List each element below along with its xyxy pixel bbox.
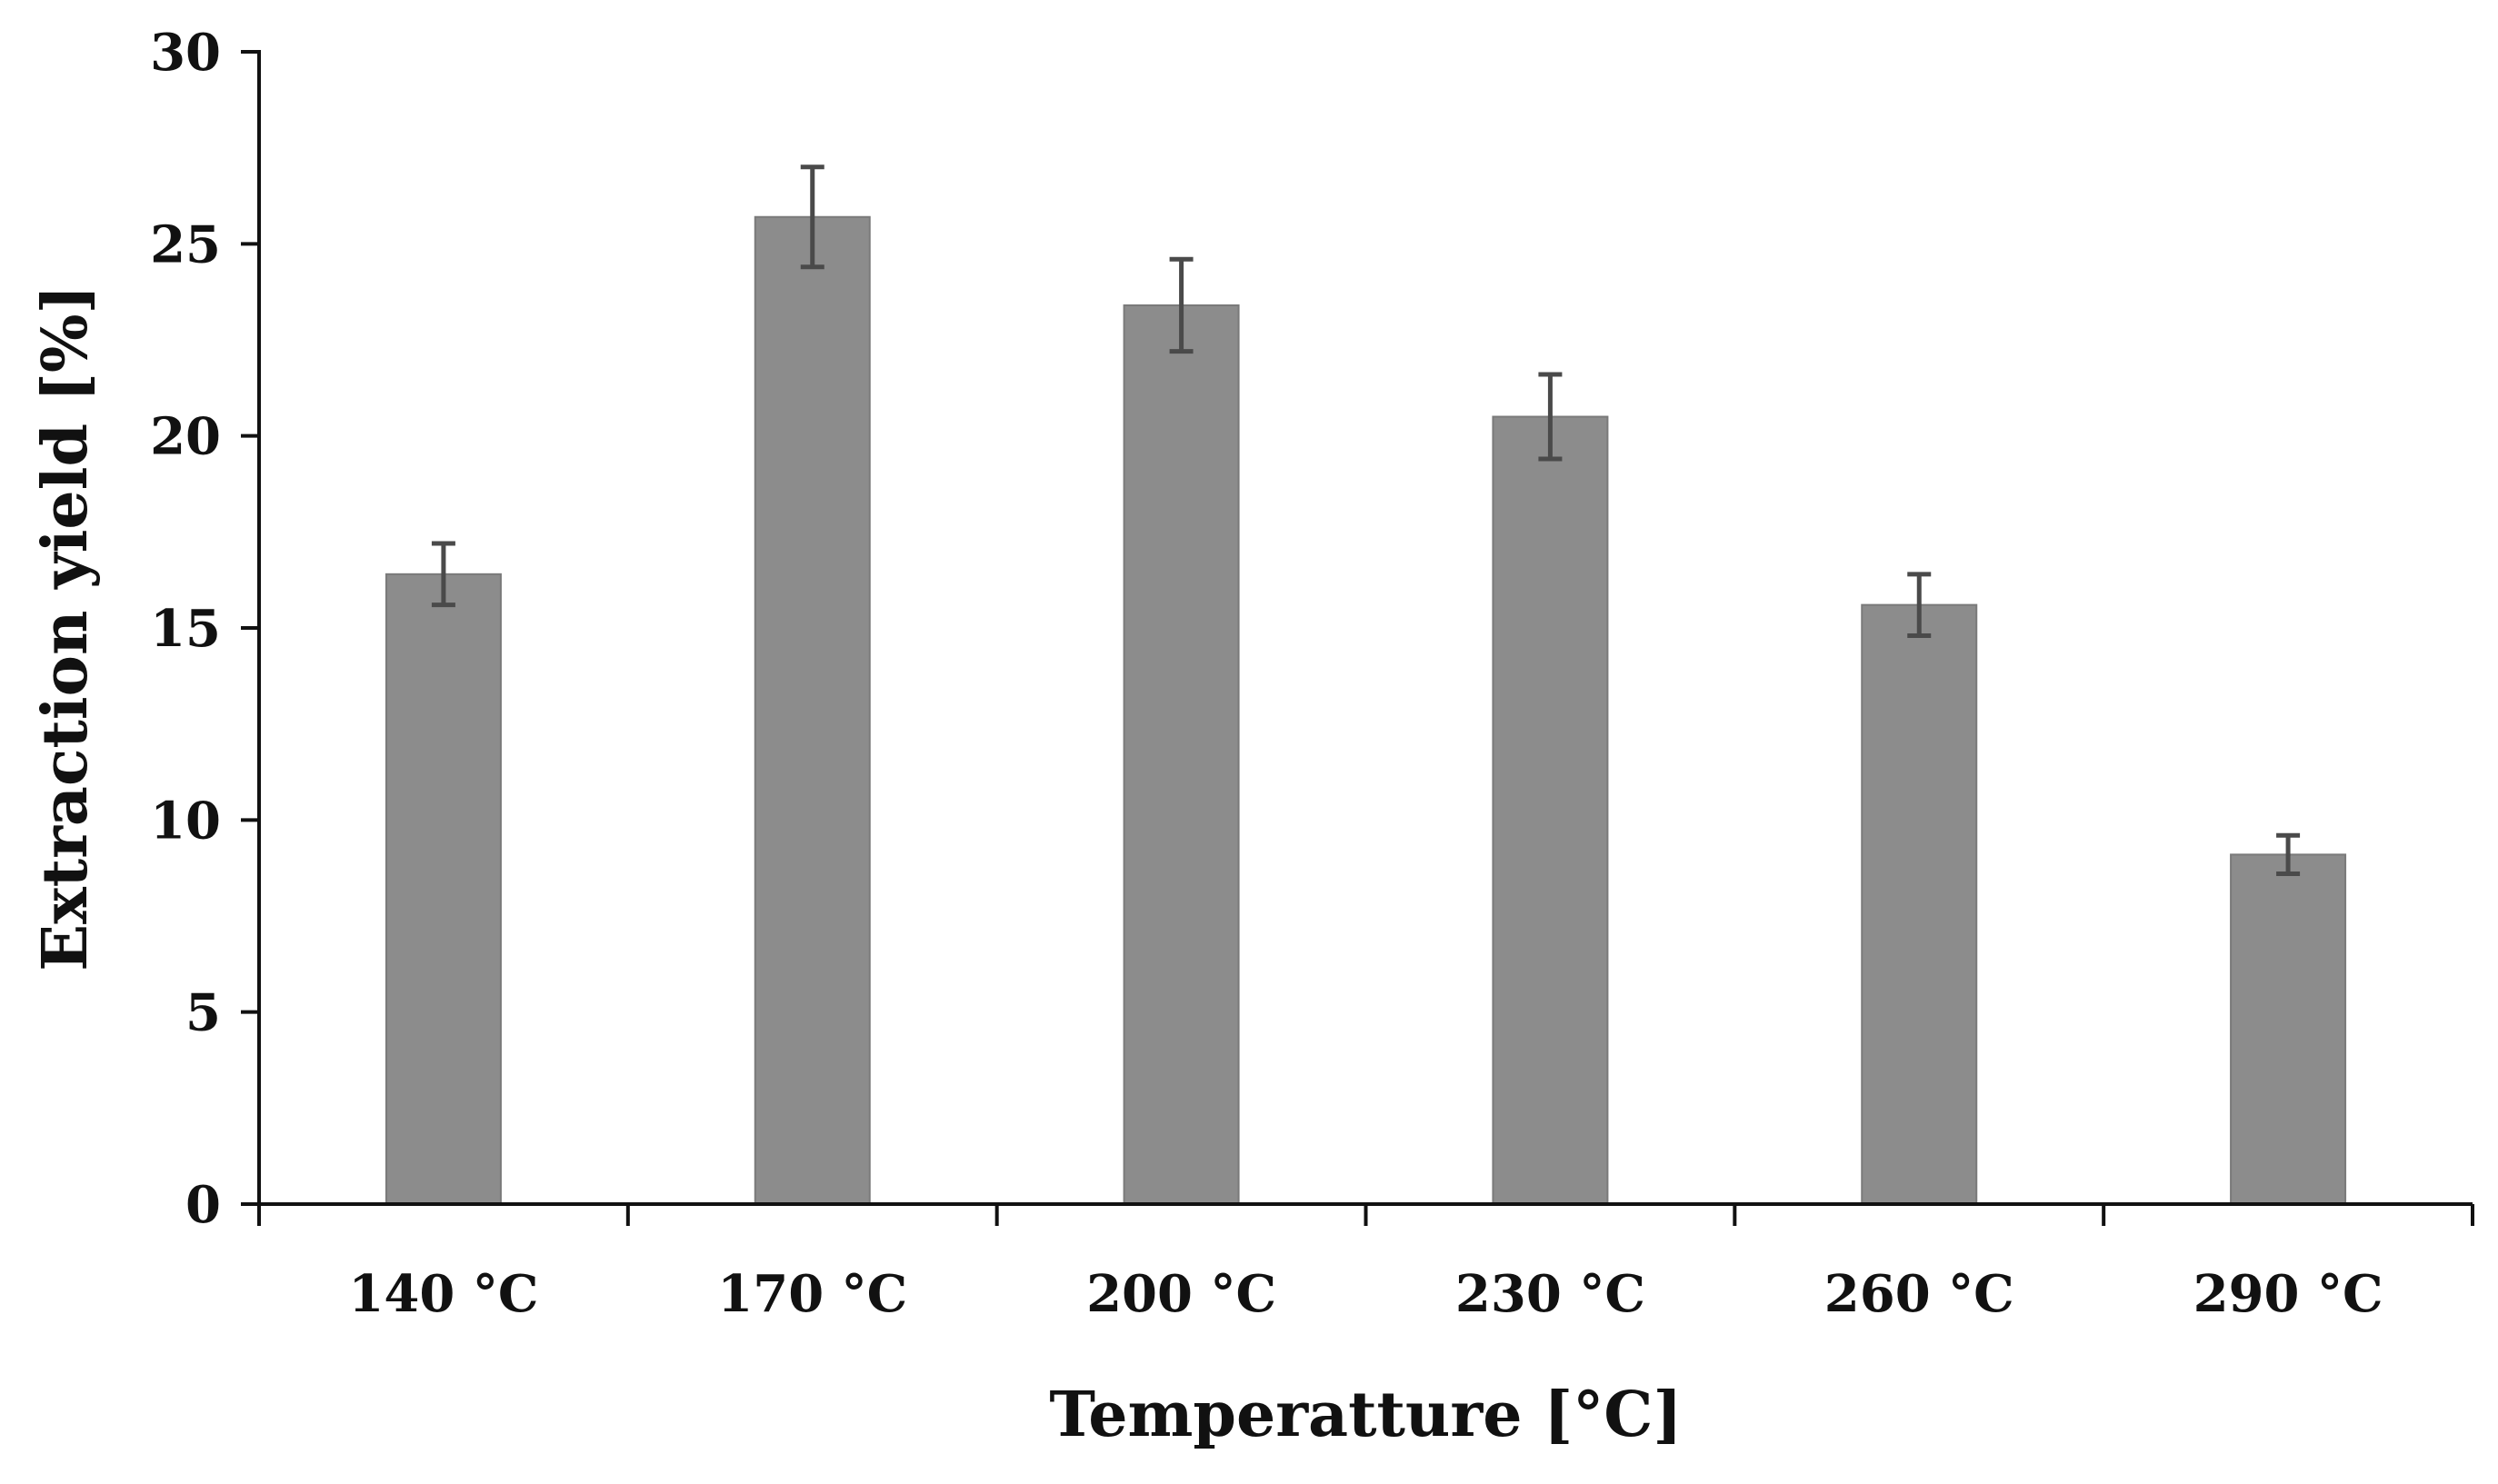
error-bar [2276,832,2301,877]
x-axis-title: Temperatture [°C] [1049,1379,1682,1451]
x-tick-label: 260 °C [1824,1264,2014,1324]
y-tick-label: 5 [185,983,221,1043]
axes-layer [241,50,2473,1206]
y-tick-label: 25 [150,214,221,274]
error-bars-layer [431,164,2301,877]
x-ticks-layer: 140 °C 170 °C 200 °C 230 °C 260 °C 290 °C [257,1204,2474,1324]
bar [1861,603,1978,1205]
bar [1492,415,1609,1205]
y-ticks-layer: 0 5 10 15 20 25 30 [150,23,259,1235]
error-bar [1907,572,1932,638]
bar [2230,853,2347,1206]
bar [754,215,871,1205]
error-bar [1169,256,1194,354]
y-tick-label: 20 [150,407,221,467]
x-tick-label: 140 °C [348,1264,538,1324]
x-tick-label: 170 °C [717,1264,907,1324]
y-tick-label: 30 [150,23,221,83]
error-bar [431,541,455,608]
y-tick-label: 0 [185,1175,221,1235]
y-axis-title: Extraction yield [%] [29,284,102,971]
y-tick-label: 15 [150,599,221,659]
error-bar [800,164,824,270]
x-tick-label: 290 °C [2193,1264,2383,1324]
x-tick-label: 230 °C [1455,1264,1645,1324]
error-bar [1538,372,1563,462]
y-tick-label: 10 [150,791,221,851]
bars-layer [385,215,2347,1206]
bar [385,573,502,1205]
bar [1123,304,1240,1205]
x-tick-label: 200 °C [1086,1264,1276,1324]
